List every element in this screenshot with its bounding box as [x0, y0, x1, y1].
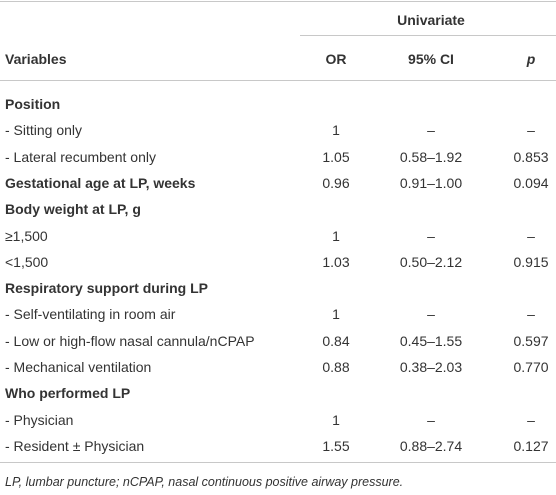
cell-value: 0.91–1.00	[399, 174, 463, 191]
column-header: Variables	[5, 51, 67, 67]
cell-value: 0.96	[322, 174, 350, 191]
row-label: Position	[5, 96, 61, 112]
row-label: - Sitting only	[5, 122, 83, 139]
row-label: Gestational age at LP, weeks	[5, 174, 196, 191]
row-label: - Mechanical ventilation	[5, 359, 152, 375]
cell-value: 1.05	[322, 148, 350, 165]
cell-value: 0.88	[322, 359, 350, 375]
cell-value: 0.45–1.55	[399, 332, 463, 349]
cell-value: 0.127	[513, 437, 549, 454]
row-label: <1,500	[5, 253, 49, 270]
cell-value: 0.770	[513, 359, 549, 375]
cell-value: –	[527, 306, 535, 323]
bottom-rule	[0, 462, 556, 463]
cell-value: 0.88–2.74	[399, 437, 463, 454]
row-label: - Low or high-flow nasal cannula/nCPAP	[5, 332, 255, 349]
cell-value: 0.38–2.03	[399, 359, 463, 375]
footnote: LP, lumbar puncture; nCPAP, nasal contin…	[5, 475, 404, 489]
column-header: p	[526, 51, 536, 67]
cell-value: 1	[332, 122, 340, 139]
cell-value: –	[527, 227, 535, 244]
column-header: 95% CI	[408, 51, 454, 67]
cell-value: 0.597	[513, 332, 549, 349]
row-label: - Lateral recumbent only	[5, 148, 156, 165]
group-header: Univariate	[397, 12, 465, 28]
cell-value: 1	[332, 306, 340, 323]
row-label: Who performed LP	[5, 385, 131, 402]
cell-value: –	[527, 122, 535, 139]
row-label: - Resident ± Physician	[5, 437, 145, 454]
cell-value: 0.853	[513, 148, 549, 165]
cell-value: 1.03	[322, 253, 350, 270]
column-header: OR	[325, 51, 347, 67]
row-label: Respiratory support during LP	[5, 280, 209, 297]
cell-value: –	[527, 411, 535, 428]
cell-value: 0.50–2.12	[399, 253, 463, 270]
cell-value: 1	[332, 227, 340, 244]
cell-value: –	[427, 122, 435, 139]
header-rule	[0, 80, 556, 81]
cell-value: 0.094	[513, 174, 549, 191]
cell-value: –	[427, 227, 435, 244]
cell-value: 0.915	[513, 253, 549, 270]
cell-value: 0.58–1.92	[399, 148, 463, 165]
cell-value: 1.55	[322, 437, 350, 454]
row-label: ≥1,500	[5, 227, 48, 244]
cell-value: –	[427, 306, 435, 323]
row-label: - Self-ventilating in room air	[5, 306, 176, 323]
top-rule	[0, 1, 556, 2]
cell-value: 1	[332, 411, 340, 428]
row-label: Body weight at LP, g	[5, 201, 141, 218]
cell-value: –	[427, 411, 435, 428]
row-label: - Physician	[5, 411, 74, 428]
group-rule	[300, 35, 556, 36]
cell-value: 0.84	[322, 332, 350, 349]
